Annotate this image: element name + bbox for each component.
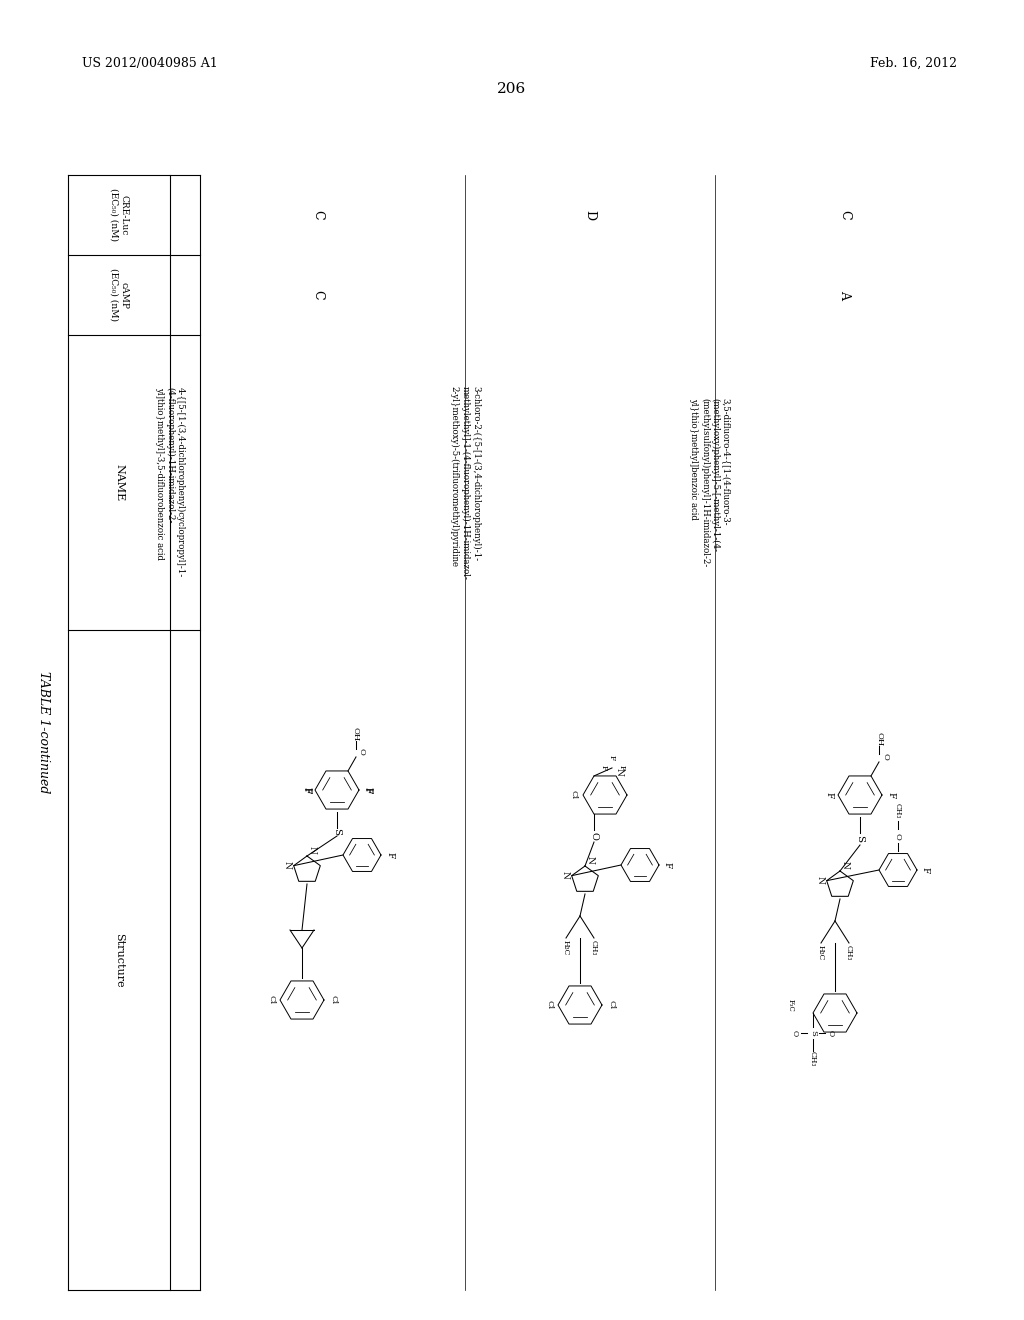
Text: CH₃: CH₃ [845, 945, 853, 961]
Text: H₃C: H₃C [562, 940, 570, 956]
Text: Structure: Structure [114, 933, 124, 987]
Text: CH₃: CH₃ [894, 804, 902, 818]
Text: O: O [358, 747, 366, 755]
Text: F: F [824, 792, 834, 799]
Text: N: N [283, 861, 292, 869]
Text: F₃C: F₃C [787, 999, 795, 1011]
Text: S: S [809, 1030, 817, 1036]
Text: A: A [839, 290, 852, 300]
Text: F: F [301, 787, 310, 793]
Text: F: F [362, 787, 372, 793]
Text: D: D [584, 210, 597, 220]
Text: F: F [887, 792, 896, 799]
Text: CH₃: CH₃ [809, 1051, 817, 1067]
Text: OH: OH [874, 731, 883, 746]
Text: Cl: Cl [267, 995, 275, 1005]
Text: O: O [791, 1030, 799, 1036]
Text: C: C [311, 290, 324, 300]
Text: O: O [894, 833, 902, 840]
Text: OH: OH [352, 727, 360, 741]
Text: CH₃: CH₃ [590, 940, 598, 956]
Text: NAME: NAME [114, 463, 124, 502]
Text: US 2012/0040985 A1: US 2012/0040985 A1 [82, 57, 218, 70]
Text: Cl: Cl [329, 995, 337, 1005]
Text: H₃C: H₃C [817, 945, 825, 961]
Text: Cl: Cl [607, 1001, 615, 1010]
Text: TABLE 1-continued: TABLE 1-continued [37, 672, 49, 793]
Text: F: F [600, 766, 608, 771]
Text: F: F [608, 755, 616, 760]
Text: N: N [815, 876, 824, 884]
Text: 3-chloro-2-({5-[1-(3,4-dichlorophenyl)-1-
methylethyl]-1-(4-fluorophenyl)-1H-imi: 3-chloro-2-({5-[1-(3,4-dichlorophenyl)-1… [450, 385, 480, 579]
Text: N: N [614, 768, 624, 776]
Text: F: F [618, 766, 626, 771]
Text: Cl: Cl [545, 1001, 553, 1010]
Text: cAMP
(EC₅₀) (nM): cAMP (EC₅₀) (nM) [110, 268, 129, 322]
Text: 3,5-difluoro-4-{[1-(4-fluoro-3-
(methyloxy)phenyl]-5-[-methyl-1-(4-
(methylsulfo: 3,5-difluoro-4-{[1-(4-fluoro-3- (methylo… [689, 397, 730, 568]
Text: S: S [855, 836, 864, 842]
Text: N: N [586, 857, 595, 863]
Text: O: O [590, 832, 598, 840]
Text: N: N [307, 846, 316, 854]
Text: F: F [364, 787, 373, 793]
Text: S: S [333, 829, 341, 836]
Text: C: C [839, 210, 852, 220]
Text: F: F [663, 862, 672, 869]
Text: CRE-Luc
(EC₅₀) (nM): CRE-Luc (EC₅₀) (nM) [110, 189, 129, 242]
Text: Cl: Cl [570, 791, 578, 800]
Text: Feb. 16, 2012: Feb. 16, 2012 [870, 57, 957, 70]
Text: F: F [385, 851, 394, 858]
Text: N: N [841, 861, 850, 869]
Text: N: N [560, 871, 569, 879]
Text: F: F [302, 787, 311, 793]
Text: O: O [881, 752, 889, 759]
Text: F: F [921, 867, 930, 874]
Text: O: O [827, 1030, 835, 1036]
Text: 4-{[5-[1-(3,4-dichlorophenyl)cyclopropyl]-1-
(4-fluorophenyl)-1H-imidazol-2-
yl]: 4-{[5-[1-(3,4-dichlorophenyl)cyclopropyl… [155, 387, 185, 578]
Text: 206: 206 [498, 82, 526, 96]
Text: C: C [311, 210, 324, 220]
